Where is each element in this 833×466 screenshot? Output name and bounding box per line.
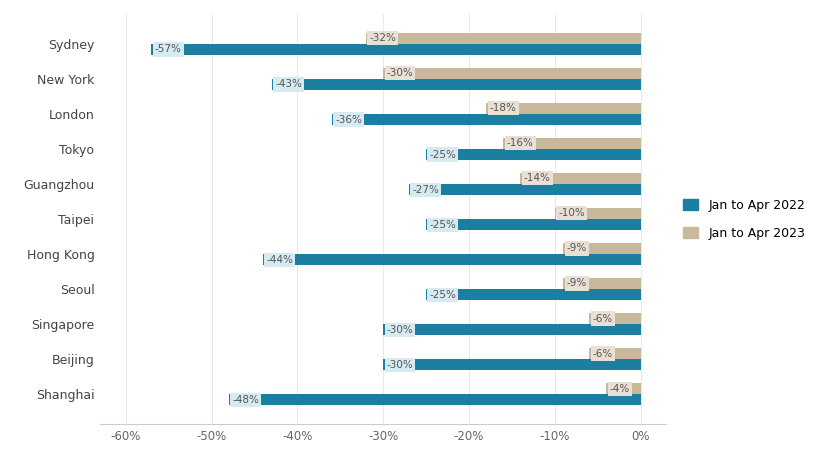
Bar xyxy=(563,243,641,254)
Bar xyxy=(521,173,641,184)
Text: -14%: -14% xyxy=(524,173,551,184)
Bar xyxy=(555,208,641,219)
Bar xyxy=(486,103,641,114)
Text: -30%: -30% xyxy=(387,325,413,335)
Text: -18%: -18% xyxy=(490,103,516,113)
Text: -32%: -32% xyxy=(370,33,397,43)
Text: -6%: -6% xyxy=(592,349,613,358)
Bar xyxy=(426,289,641,300)
Bar xyxy=(589,348,641,359)
Text: -30%: -30% xyxy=(387,68,413,78)
Text: -27%: -27% xyxy=(412,185,439,195)
Text: -10%: -10% xyxy=(558,208,585,219)
Bar xyxy=(383,324,641,336)
Text: -16%: -16% xyxy=(506,138,534,148)
Legend: Jan to Apr 2022, Jan to Apr 2023: Jan to Apr 2022, Jan to Apr 2023 xyxy=(678,193,811,245)
Text: -48%: -48% xyxy=(232,395,259,405)
Text: -43%: -43% xyxy=(275,80,302,89)
Text: -57%: -57% xyxy=(155,44,182,55)
Bar xyxy=(606,383,641,394)
Text: -9%: -9% xyxy=(566,279,587,288)
Bar xyxy=(383,359,641,370)
Text: -44%: -44% xyxy=(267,254,293,265)
Text: -4%: -4% xyxy=(610,384,630,394)
Bar xyxy=(366,33,641,44)
Bar xyxy=(383,68,641,79)
Text: -36%: -36% xyxy=(335,115,362,124)
Text: -25%: -25% xyxy=(430,290,456,300)
Bar xyxy=(272,79,641,90)
Bar xyxy=(426,219,641,230)
Bar xyxy=(332,114,641,125)
Text: -25%: -25% xyxy=(430,150,456,159)
Bar xyxy=(229,394,641,405)
Text: -6%: -6% xyxy=(592,314,613,323)
Bar xyxy=(563,278,641,289)
Bar xyxy=(589,313,641,324)
Text: -30%: -30% xyxy=(387,360,413,370)
Bar xyxy=(503,138,641,149)
Bar xyxy=(426,149,641,160)
Bar xyxy=(152,44,641,55)
Text: -25%: -25% xyxy=(430,219,456,230)
Bar xyxy=(409,184,641,195)
Bar xyxy=(263,254,641,265)
Text: -9%: -9% xyxy=(566,243,587,254)
